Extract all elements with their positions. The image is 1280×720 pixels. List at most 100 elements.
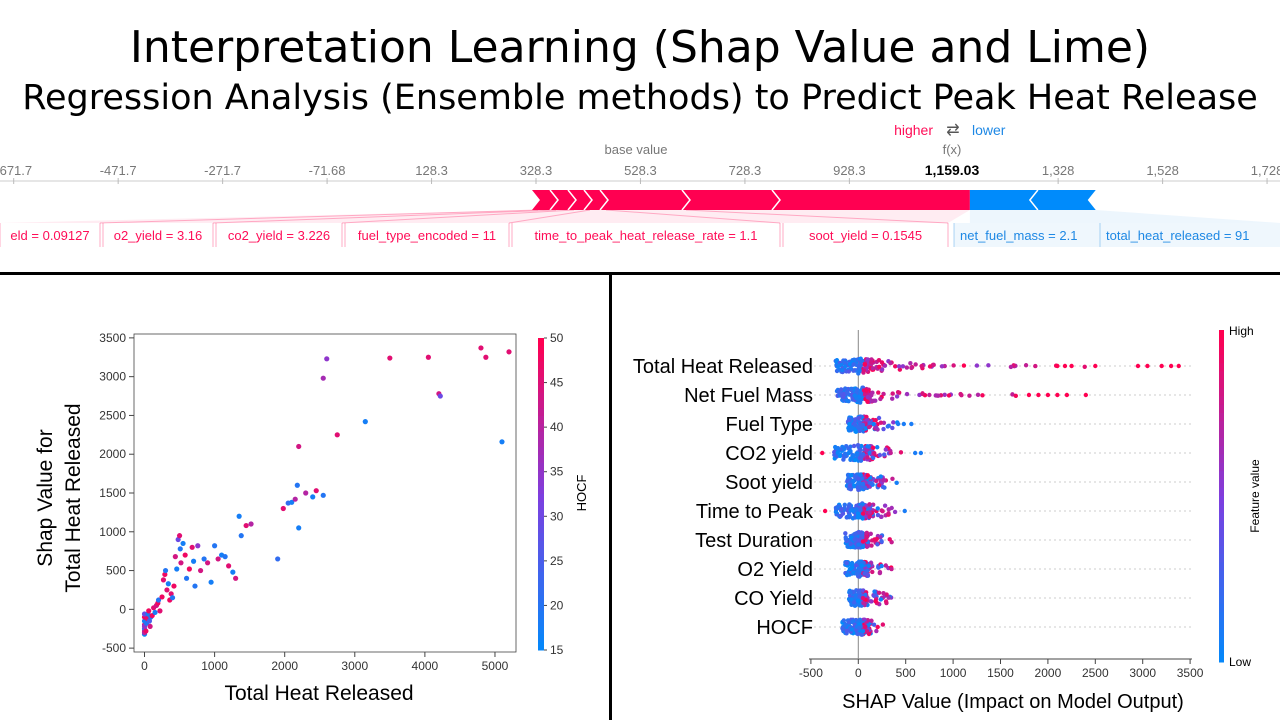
dep-colorbar-segment xyxy=(538,533,544,542)
dep-colorbar-tick-label: 40 xyxy=(550,420,564,434)
sum-point xyxy=(846,369,852,374)
sum-point xyxy=(871,622,877,627)
sum-point xyxy=(888,450,893,456)
sum-point xyxy=(849,565,854,571)
dep-point xyxy=(296,525,302,531)
sum-point xyxy=(1145,363,1150,369)
force-tick-label: 928.3 xyxy=(833,163,866,178)
sum-point xyxy=(876,590,882,595)
sum-point xyxy=(1135,363,1141,369)
dep-colorbar-tick-label: 45 xyxy=(550,376,564,390)
sum-point xyxy=(865,455,870,460)
dep-ytick-label: 1500 xyxy=(99,486,126,500)
dep-point xyxy=(310,494,316,500)
sum-point xyxy=(859,454,864,459)
sum-point xyxy=(1010,392,1015,397)
page-title: Interpretation Learning (Shap Value and … xyxy=(129,22,1151,73)
dep-colorbar-segment xyxy=(538,603,544,612)
dep-point xyxy=(248,521,254,527)
sum-point xyxy=(877,452,883,458)
sum-point xyxy=(882,485,887,490)
sum-point xyxy=(946,393,952,398)
sum-point xyxy=(920,391,925,396)
sum-feature-label: Total Heat Released xyxy=(633,356,813,378)
sum-point xyxy=(868,360,874,365)
sum-point xyxy=(1023,363,1029,368)
sum-feature-label: Soot yield xyxy=(725,472,813,494)
sum-point xyxy=(1045,392,1051,398)
sum-point xyxy=(833,509,839,515)
sum-point xyxy=(860,629,866,634)
dep-colorbar-segment xyxy=(538,618,544,628)
dep-point xyxy=(162,567,169,574)
dep-point xyxy=(303,490,309,496)
dep-colorbar-segment xyxy=(538,384,544,394)
sum-point xyxy=(856,542,861,547)
sum-point xyxy=(1055,392,1060,398)
dep-colorbar-segment xyxy=(538,517,544,526)
sum-point xyxy=(931,362,936,368)
sum-point xyxy=(951,363,956,368)
dep-point xyxy=(238,533,244,539)
sum-point xyxy=(853,595,858,600)
sum-point xyxy=(1033,363,1038,369)
sum-point xyxy=(1013,393,1018,399)
sum-point xyxy=(856,625,862,630)
dep-point xyxy=(172,554,178,560)
label-connector xyxy=(341,209,575,224)
sum-point xyxy=(854,571,860,576)
sum-point xyxy=(879,514,884,520)
sum-point xyxy=(865,395,871,400)
dep-colorbar-segment xyxy=(538,548,544,557)
sum-colorbar-segment xyxy=(1219,537,1224,547)
positive-force-bar xyxy=(532,190,970,210)
sum-point xyxy=(896,364,902,369)
sum-point xyxy=(842,451,848,456)
sum-colorbar-segment xyxy=(1219,637,1224,646)
sum-colorbar-segment xyxy=(1219,346,1224,356)
sum-feature-label: Fuel Type xyxy=(726,414,813,436)
sum-colorbar-segment xyxy=(1219,354,1224,364)
sum-point xyxy=(878,597,884,602)
dep-point xyxy=(169,595,176,601)
sum-point xyxy=(888,360,893,366)
sum-point xyxy=(822,508,828,514)
sum-point xyxy=(842,364,848,369)
label-bracket xyxy=(344,223,510,247)
dep-colorbar-segment xyxy=(538,626,544,635)
dep-colorbar-segment xyxy=(538,486,544,495)
sum-point xyxy=(863,388,869,393)
sum-point xyxy=(876,357,882,363)
sum-point xyxy=(832,449,837,455)
sum-point xyxy=(864,535,870,540)
dep-point xyxy=(195,543,201,549)
label-connector xyxy=(212,209,557,224)
dep-colorbar-label: HOCF xyxy=(574,475,589,512)
sum-point xyxy=(855,424,861,429)
sum-point xyxy=(838,387,844,392)
force-tick-label: 528.3 xyxy=(624,163,657,178)
sum-point xyxy=(869,618,874,623)
dep-colorbar-segment xyxy=(538,361,544,370)
force-separator xyxy=(549,189,559,211)
sum-point xyxy=(872,537,877,542)
sum-point xyxy=(855,511,861,516)
dep-point xyxy=(174,566,180,572)
sum-point xyxy=(856,590,862,595)
sum-colorbar-segment xyxy=(1219,379,1224,389)
sum-point xyxy=(844,572,850,578)
sum-colorbar-segment xyxy=(1219,437,1224,447)
sum-point xyxy=(1069,363,1074,369)
negative-feature-label: total_heat_released = 91 xyxy=(1106,228,1249,243)
sum-point xyxy=(871,421,876,427)
sum-point xyxy=(865,568,870,573)
sum-point xyxy=(858,472,863,478)
sum-point xyxy=(862,362,868,367)
sum-point xyxy=(860,539,866,544)
sum-point xyxy=(870,455,876,461)
dep-ylabel-line1: Shap Value for xyxy=(34,429,57,566)
sum-point xyxy=(913,362,918,367)
dep-colorbar-tick-label: 15 xyxy=(550,643,564,657)
sum-colorbar-segment xyxy=(1219,496,1224,505)
sum-point xyxy=(872,451,877,456)
